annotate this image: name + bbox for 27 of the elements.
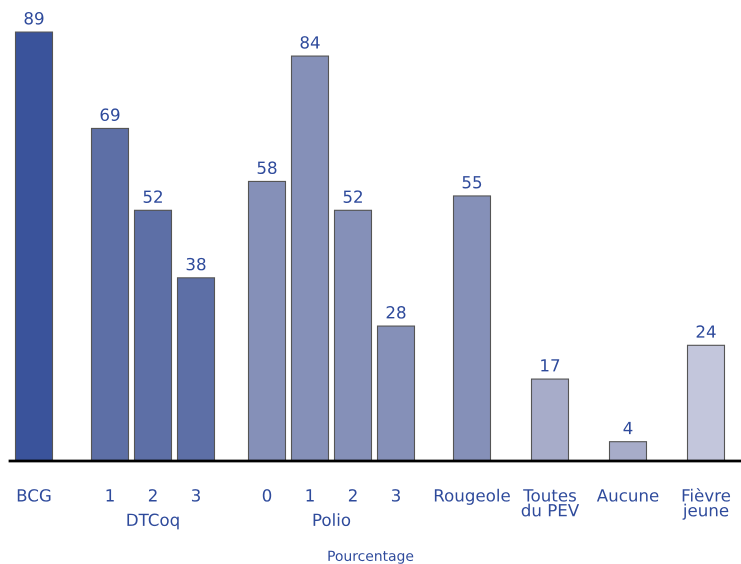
data-label: 84 [300, 36, 320, 49]
x-tick-label: 2 [148, 489, 157, 502]
x-tick-label: 1 [106, 489, 114, 502]
data-label: 38 [186, 258, 206, 270]
data-label: 4 [624, 422, 632, 434]
data-label: 89 [24, 12, 44, 25]
text: DTCoq [127, 513, 179, 530]
x-tick-label: BCG [18, 489, 50, 502]
data-label: 55 [462, 176, 482, 188]
data-label: 52 [344, 190, 362, 203]
data-label: 28 [386, 306, 406, 319]
x-tick-label: Toutes du PEV [522, 489, 580, 517]
data-label: 17 [541, 359, 560, 372]
x-tick-label: 3 [392, 489, 400, 502]
x-tick-label: 0 [262, 489, 272, 502]
text: Polio [314, 513, 350, 526]
x-tick-label: Aucune [596, 489, 658, 502]
x-tick-label: Rougeole [434, 488, 510, 505]
data-label: 58 [258, 161, 276, 174]
data-label: 52 [144, 190, 162, 203]
x-tick-label: Fièvre jeune [682, 488, 730, 520]
x-tick-label: 1 [306, 489, 314, 502]
x-tick-label: 3 [192, 489, 200, 502]
x-tick-label: 2 [348, 489, 357, 502]
data-label: 69 [100, 108, 120, 122]
data-label: 24 [696, 325, 716, 338]
x-axis-title: Pourcentage [328, 550, 414, 564]
